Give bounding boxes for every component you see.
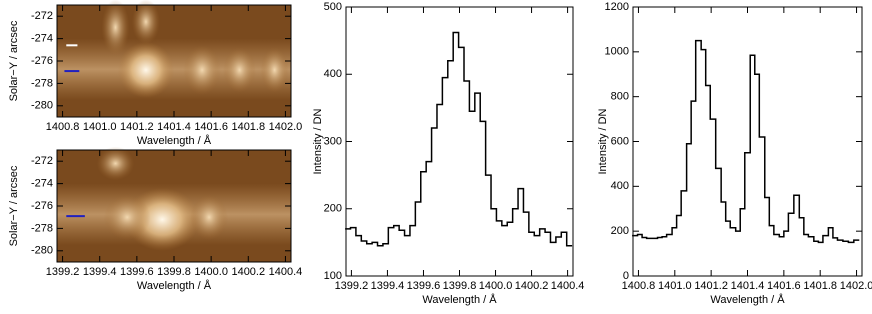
x-tick-label: 1400.0 <box>479 280 513 292</box>
x-axis-label: Wavelength / Å <box>422 293 497 306</box>
x-tick-label: 1400.0 <box>194 266 228 278</box>
y-tick-label: 1200 <box>605 1 629 13</box>
y-tick-label: 200 <box>611 225 629 237</box>
image-bright-region <box>117 41 174 98</box>
y-tick-label: -278 <box>31 222 53 234</box>
x-tick-label: 1401.0 <box>658 280 692 292</box>
x-tick-label: 1400.8 <box>622 280 656 292</box>
x-tick-label: 1400.2 <box>231 266 265 278</box>
x-tick-label: 1401.8 <box>231 121 265 133</box>
x-tick-label: 1402.0 <box>269 121 303 133</box>
y-tick-label: 500 <box>324 1 342 13</box>
y-tick-label: -276 <box>31 200 53 212</box>
y-axis-label: Solar−Y / arcsec <box>8 165 20 246</box>
x-tick-label: 1401.2 <box>694 280 728 292</box>
x-tick-label: 1400.2 <box>515 280 549 292</box>
x-tick-label: 1401.0 <box>83 121 117 133</box>
y-tick-label: 400 <box>324 68 342 80</box>
y-tick-label: -280 <box>31 100 53 112</box>
x-tick-label: 1401.8 <box>803 280 837 292</box>
image-bright-region <box>190 194 228 240</box>
x-tick-label: 1399.4 <box>371 280 405 292</box>
image-bright-region <box>101 0 130 56</box>
x-tick-label: 1401.4 <box>731 280 765 292</box>
image-bright-region <box>183 45 221 95</box>
image-bright-region <box>103 194 151 240</box>
x-tick-label: 1400.8 <box>46 121 80 133</box>
y-tick-label: 800 <box>611 91 629 103</box>
x-tick-label: 1399.4 <box>83 266 117 278</box>
x-axis-label: Wavelength / Å <box>137 134 212 147</box>
y-tick-label: -272 <box>31 155 53 167</box>
y-tick-label: -274 <box>31 178 53 190</box>
x-tick-label: 1399.2 <box>335 280 369 292</box>
x-tick-label: 1399.6 <box>120 266 154 278</box>
spectral-image <box>57 146 291 262</box>
x-tick-label: 1402.0 <box>840 280 872 292</box>
y-tick-label: -276 <box>31 55 53 67</box>
x-tick-label: 1399.8 <box>443 280 477 292</box>
x-tick-label: 1399.6 <box>407 280 441 292</box>
x-axis-label: Wavelength / Å <box>137 279 212 292</box>
x-tick-label: 1401.6 <box>767 280 801 292</box>
spectral-image <box>57 0 291 117</box>
spectrum-line <box>632 39 860 244</box>
y-tick-label: -272 <box>31 10 53 22</box>
y-tick-label: 600 <box>611 135 629 147</box>
image-band <box>57 38 291 101</box>
y-tick-label: -278 <box>31 77 53 89</box>
y-axis-label: Solar−Y / arcsec <box>8 20 20 101</box>
x-axis-label: Wavelength / Å <box>710 293 785 306</box>
y-tick-label: -280 <box>31 245 53 257</box>
y-tick-label: 200 <box>324 203 342 215</box>
x-tick-label: 1401.4 <box>157 121 191 133</box>
y-tick-label: -274 <box>31 33 53 45</box>
image-bright-region <box>260 47 289 93</box>
y-tick-label: 0 <box>623 270 629 282</box>
image-bright-region <box>131 0 160 45</box>
y-tick-label: 300 <box>324 135 342 147</box>
x-tick-label: 1401.6 <box>194 121 228 133</box>
x-tick-label: 1400.4 <box>269 266 303 278</box>
image-bright-region <box>96 146 135 181</box>
spectrum-line <box>345 31 573 247</box>
y-tick-label: 100 <box>324 270 342 282</box>
y-axis-label: Intensity / DN <box>312 108 324 174</box>
y-tick-label: 1000 <box>605 46 629 58</box>
image-bright-region <box>223 47 256 93</box>
y-tick-label: 400 <box>611 180 629 192</box>
y-axis-label: Intensity / DN <box>597 108 609 174</box>
x-tick-label: 1399.8 <box>157 266 191 278</box>
x-tick-label: 1401.2 <box>120 121 154 133</box>
x-tick-label: 1399.2 <box>46 266 80 278</box>
x-tick-label: 1400.4 <box>551 280 585 292</box>
